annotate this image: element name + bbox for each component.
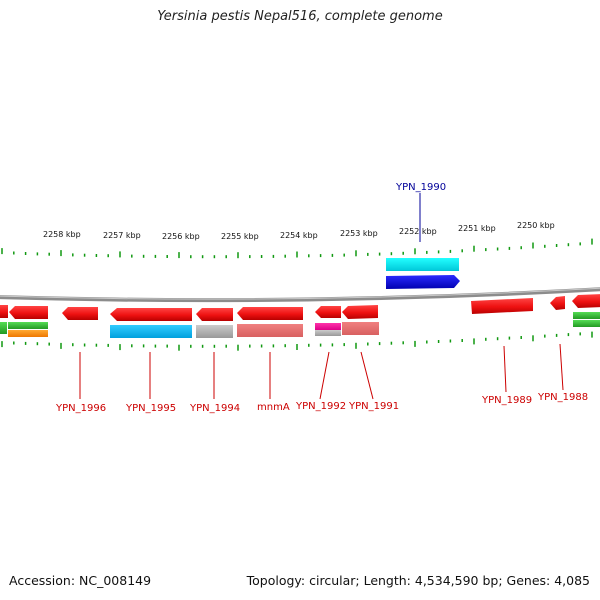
gene-label-ypn-1988[interactable]: YPN_1988: [537, 392, 588, 403]
callout-line-ypn-1989: [503, 345, 507, 393]
highlight-gene-cyan-bar[interactable]: [386, 258, 459, 271]
feature-green-1997: [8, 322, 48, 329]
callout-line-ypn-1991: [360, 351, 374, 400]
gene-arrow-ypn-1988[interactable]: [550, 296, 565, 310]
gene-label-ypn-1992[interactable]: YPN_1992: [295, 401, 346, 412]
gene-arrow-mnma[interactable]: [237, 307, 303, 320]
gene-label-ypn-1994[interactable]: YPN_1994: [189, 403, 240, 414]
gene-arrow-right-edge[interactable]: [572, 294, 600, 308]
feature-salmon-mnma: [237, 324, 303, 337]
gene-label-ypn-1989[interactable]: YPN_1989: [481, 395, 532, 406]
feature-pink-1992: [315, 323, 341, 330]
accession-text: Accession: NC_008149: [9, 573, 152, 588]
kbp-label-2258: 2258 kbp: [43, 230, 81, 239]
kbp-label-2256: 2256 kbp: [162, 232, 200, 241]
kbp-label-2254: 2254 kbp: [280, 231, 318, 240]
gene-label-ypn-1996[interactable]: YPN_1996: [55, 403, 106, 414]
feature-orange-1997: [8, 330, 48, 337]
genome-backbone: [0, 287, 600, 303]
kbp-label-2252: 2252 kbp: [399, 227, 437, 236]
feature-sky-1995: [110, 325, 192, 338]
outer-scale-ticks: [1, 238, 593, 259]
kbp-label-2253: 2253 kbp: [340, 229, 378, 238]
gene-labels: YPN_1996 YPN_1995 YPN_1994 mnmA YPN_1992…: [55, 392, 588, 414]
feature-tracks: [0, 312, 600, 338]
gene-arrows: [0, 294, 600, 321]
kbp-scale-labels: 2258 kbp 2257 kbp 2256 kbp 2255 kbp 2254…: [43, 221, 555, 241]
gene-label-ypn-1991[interactable]: YPN_1991: [348, 401, 399, 412]
kbp-label-2257: 2257 kbp: [103, 231, 141, 240]
highlight-gene-arrow[interactable]: [386, 275, 460, 289]
highlighted-gene-track[interactable]: [386, 258, 460, 289]
feature-salmon-1991: [342, 322, 379, 335]
gene-arrow-left-edge[interactable]: [0, 305, 8, 318]
feature-green-right-a: [573, 312, 600, 319]
callout-line-ypn-1992: [319, 351, 330, 400]
kbp-label-2250: 2250 kbp: [517, 221, 555, 230]
gene-arrow-ypn-1992[interactable]: [315, 306, 341, 318]
kbp-label-2251: 2251 kbp: [458, 224, 496, 233]
feature-gray-1994: [196, 325, 233, 338]
gene-label-ypn-1995[interactable]: YPN_1995: [125, 403, 176, 414]
gene-label-mnma[interactable]: mnmA: [257, 402, 290, 413]
gene-arrow-ypn-1991[interactable]: [342, 305, 378, 319]
gene-arrow-ypn-1989[interactable]: [471, 298, 533, 314]
feature-green-left: [0, 322, 7, 334]
gene-arrow-ypn-1997[interactable]: [9, 306, 48, 319]
gene-arrow-ypn-1996[interactable]: [62, 307, 98, 320]
feature-green-right-b: [573, 320, 600, 327]
inner-scale-ticks: [1, 331, 593, 351]
gene-arrow-ypn-1994[interactable]: [196, 308, 233, 321]
gene-arrow-ypn-1995[interactable]: [110, 308, 192, 321]
kbp-label-2255: 2255 kbp: [221, 232, 259, 241]
callout-line-ypn-1988: [559, 343, 564, 391]
map-title: Yersinia pestis Nepal516, complete genom…: [157, 9, 443, 24]
genome-summary-text: Topology: circular; Length: 4,534,590 bp…: [246, 573, 590, 588]
gene-label-ypn-1990[interactable]: YPN_1990: [395, 182, 446, 193]
gene-callout-lines: [79, 343, 564, 400]
feature-gray-1992: [315, 330, 341, 336]
